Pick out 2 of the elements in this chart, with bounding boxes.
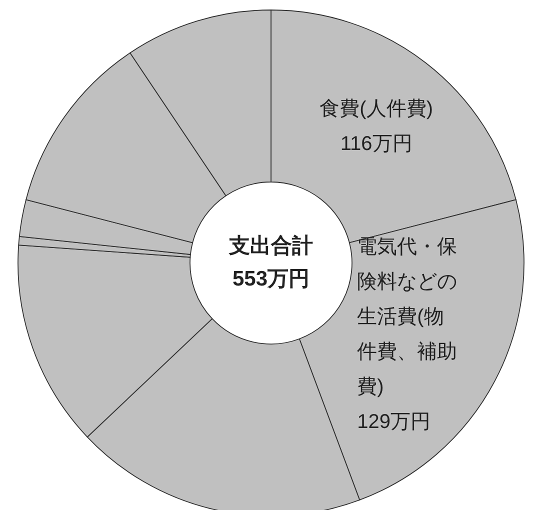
annotation: 553万円	[232, 267, 310, 290]
annotation: 支出合計	[229, 234, 313, 258]
